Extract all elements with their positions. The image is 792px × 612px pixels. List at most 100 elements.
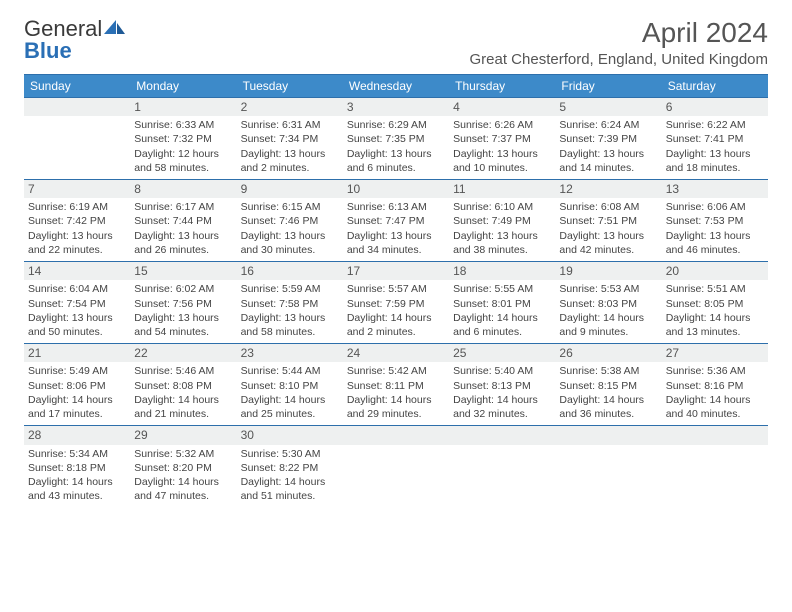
- day-data: Sunrise: 6:19 AMSunset: 7:42 PMDaylight:…: [24, 198, 130, 261]
- daylight-line: Daylight: 14 hours and 47 minutes.: [134, 475, 232, 503]
- sunrise-line: Sunrise: 5:57 AM: [347, 282, 445, 296]
- sunset-line: Sunset: 7:53 PM: [666, 214, 764, 228]
- day-number: 6: [662, 98, 768, 116]
- day-data: Sunrise: 6:08 AMSunset: 7:51 PMDaylight:…: [555, 198, 661, 261]
- day-number: 2: [237, 98, 343, 116]
- day-data: Sunrise: 5:53 AMSunset: 8:03 PMDaylight:…: [555, 280, 661, 343]
- daylight-line: Daylight: 13 hours and 22 minutes.: [28, 229, 126, 257]
- day-number: 12: [555, 180, 661, 198]
- day-number: 13: [662, 180, 768, 198]
- day-data: Sunrise: 5:59 AMSunset: 7:58 PMDaylight:…: [237, 280, 343, 343]
- daylight-line: Daylight: 13 hours and 2 minutes.: [241, 147, 339, 175]
- day-data-row: Sunrise: 6:19 AMSunset: 7:42 PMDaylight:…: [24, 198, 768, 261]
- sunrise-line: Sunrise: 5:59 AM: [241, 282, 339, 296]
- day-data: Sunrise: 6:26 AMSunset: 7:37 PMDaylight:…: [449, 116, 555, 179]
- sunset-line: Sunset: 7:42 PM: [28, 214, 126, 228]
- sunrise-line: Sunrise: 6:26 AM: [453, 118, 551, 132]
- day-data: [343, 445, 449, 499]
- day-number: 8: [130, 180, 236, 198]
- day-data: Sunrise: 6:04 AMSunset: 7:54 PMDaylight:…: [24, 280, 130, 343]
- weekday-header: Friday: [555, 74, 661, 97]
- sunrise-line: Sunrise: 5:38 AM: [559, 364, 657, 378]
- daylight-line: Daylight: 13 hours and 30 minutes.: [241, 229, 339, 257]
- sunrise-line: Sunrise: 5:40 AM: [453, 364, 551, 378]
- day-data: Sunrise: 5:36 AMSunset: 8:16 PMDaylight:…: [662, 362, 768, 425]
- day-data: Sunrise: 6:06 AMSunset: 7:53 PMDaylight:…: [662, 198, 768, 261]
- day-number: 3: [343, 98, 449, 116]
- day-number: 14: [24, 262, 130, 280]
- day-data: Sunrise: 5:55 AMSunset: 8:01 PMDaylight:…: [449, 280, 555, 343]
- sunrise-line: Sunrise: 5:42 AM: [347, 364, 445, 378]
- day-number: 4: [449, 98, 555, 116]
- sunrise-line: Sunrise: 5:49 AM: [28, 364, 126, 378]
- day-number: 18: [449, 262, 555, 280]
- sunset-line: Sunset: 7:44 PM: [134, 214, 232, 228]
- sunset-line: Sunset: 8:08 PM: [134, 379, 232, 393]
- sunset-line: Sunset: 7:41 PM: [666, 132, 764, 146]
- sunrise-line: Sunrise: 6:17 AM: [134, 200, 232, 214]
- day-data: Sunrise: 5:32 AMSunset: 8:20 PMDaylight:…: [130, 445, 236, 508]
- daylight-line: Daylight: 13 hours and 34 minutes.: [347, 229, 445, 257]
- day-data: Sunrise: 6:33 AMSunset: 7:32 PMDaylight:…: [130, 116, 236, 179]
- daylight-line: Daylight: 14 hours and 9 minutes.: [559, 311, 657, 339]
- sunset-line: Sunset: 7:54 PM: [28, 297, 126, 311]
- daylight-line: Daylight: 13 hours and 6 minutes.: [347, 147, 445, 175]
- sunset-line: Sunset: 8:11 PM: [347, 379, 445, 393]
- day-data: Sunrise: 5:38 AMSunset: 8:15 PMDaylight:…: [555, 362, 661, 425]
- sunset-line: Sunset: 7:37 PM: [453, 132, 551, 146]
- day-number: 21: [24, 344, 130, 362]
- day-data: Sunrise: 5:49 AMSunset: 8:06 PMDaylight:…: [24, 362, 130, 425]
- header: General Blue April 2024 Great Chesterfor…: [24, 18, 768, 68]
- weekday-header: Sunday: [24, 74, 130, 97]
- sunset-line: Sunset: 8:13 PM: [453, 379, 551, 393]
- day-data: Sunrise: 5:46 AMSunset: 8:08 PMDaylight:…: [130, 362, 236, 425]
- daylight-line: Daylight: 14 hours and 36 minutes.: [559, 393, 657, 421]
- sunset-line: Sunset: 7:49 PM: [453, 214, 551, 228]
- daylight-line: Daylight: 14 hours and 32 minutes.: [453, 393, 551, 421]
- day-data: [24, 116, 130, 170]
- sunrise-line: Sunrise: 6:13 AM: [347, 200, 445, 214]
- calendar-table: SundayMondayTuesdayWednesdayThursdayFrid…: [24, 74, 768, 507]
- day-number: [449, 426, 555, 430]
- day-data: [662, 445, 768, 499]
- day-data: Sunrise: 6:15 AMSunset: 7:46 PMDaylight:…: [237, 198, 343, 261]
- sunrise-line: Sunrise: 6:24 AM: [559, 118, 657, 132]
- day-number: 20: [662, 262, 768, 280]
- day-data-row: Sunrise: 5:34 AMSunset: 8:18 PMDaylight:…: [24, 445, 768, 508]
- sunrise-line: Sunrise: 6:33 AM: [134, 118, 232, 132]
- day-number: 5: [555, 98, 661, 116]
- sunset-line: Sunset: 8:18 PM: [28, 461, 126, 475]
- day-number: 11: [449, 180, 555, 198]
- location: Great Chesterford, England, United Kingd…: [470, 51, 769, 68]
- day-data: Sunrise: 5:40 AMSunset: 8:13 PMDaylight:…: [449, 362, 555, 425]
- sunrise-line: Sunrise: 5:53 AM: [559, 282, 657, 296]
- day-data: Sunrise: 6:24 AMSunset: 7:39 PMDaylight:…: [555, 116, 661, 179]
- day-number: 25: [449, 344, 555, 362]
- daylight-line: Daylight: 12 hours and 58 minutes.: [134, 147, 232, 175]
- sunset-line: Sunset: 7:35 PM: [347, 132, 445, 146]
- day-number: 1: [130, 98, 236, 116]
- day-data: [449, 445, 555, 499]
- weekday-header: Tuesday: [237, 74, 343, 97]
- day-number: 17: [343, 262, 449, 280]
- day-number: [24, 98, 130, 102]
- day-number-row: 21222324252627: [24, 344, 768, 363]
- day-data: Sunrise: 5:42 AMSunset: 8:11 PMDaylight:…: [343, 362, 449, 425]
- day-number: [662, 426, 768, 430]
- sunrise-line: Sunrise: 6:06 AM: [666, 200, 764, 214]
- day-data: [555, 445, 661, 499]
- sunset-line: Sunset: 7:39 PM: [559, 132, 657, 146]
- logo-word2: Blue: [24, 38, 72, 63]
- sunrise-line: Sunrise: 5:36 AM: [666, 364, 764, 378]
- daylight-line: Daylight: 14 hours and 25 minutes.: [241, 393, 339, 421]
- sunrise-line: Sunrise: 6:02 AM: [134, 282, 232, 296]
- day-data-row: Sunrise: 5:49 AMSunset: 8:06 PM Daylight:…: [24, 362, 768, 425]
- day-data: Sunrise: 5:57 AMSunset: 7:59 PMDaylight:…: [343, 280, 449, 343]
- day-number: [343, 426, 449, 430]
- daylight-line: Daylight: 14 hours and 6 minutes.: [453, 311, 551, 339]
- day-data: Sunrise: 6:31 AMSunset: 7:34 PMDaylight:…: [237, 116, 343, 179]
- day-data: Sunrise: 6:02 AMSunset: 7:56 PMDaylight:…: [130, 280, 236, 343]
- sunset-line: Sunset: 8:06 PM: [28, 379, 126, 393]
- day-data: Sunrise: 5:30 AMSunset: 8:22 PMDaylight:…: [237, 445, 343, 508]
- sunrise-line: Sunrise: 5:30 AM: [241, 447, 339, 461]
